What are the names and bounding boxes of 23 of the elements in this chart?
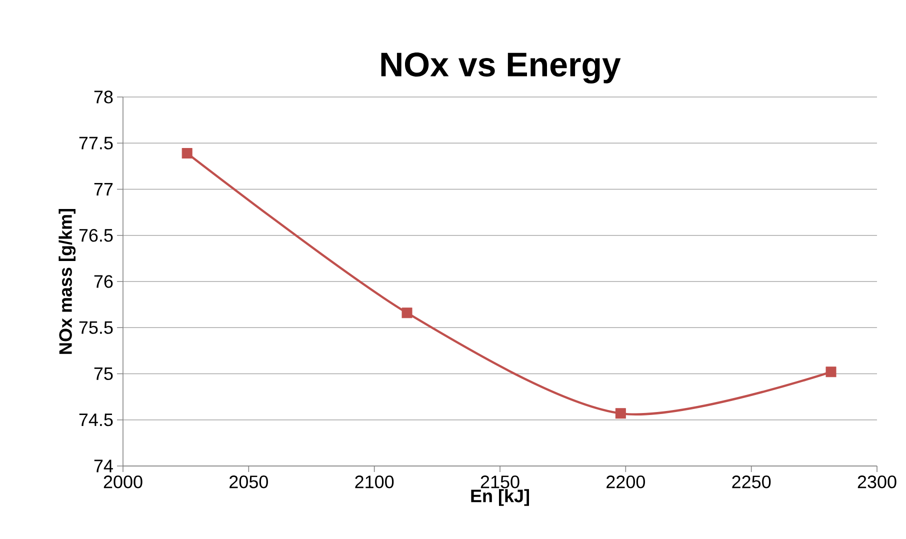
y-tick-label: 74.5: [79, 414, 113, 426]
y-tick-label: 76.5: [79, 228, 113, 242]
x-tick-label: 2000: [104, 476, 142, 488]
point: [402, 308, 412, 318]
x-tick-label: 2100: [355, 476, 394, 488]
y-tick-label: 77.5: [79, 136, 113, 150]
x-tick-label: 2250: [732, 476, 771, 488]
point: [615, 408, 626, 419]
y-tick-label: 78: [94, 90, 113, 104]
chart-title: NOx vs Energy: [381, 52, 621, 84]
x-axis-title: En [kJ]: [471, 489, 529, 506]
y-tick-label: 74: [94, 460, 113, 472]
point: [826, 366, 836, 378]
y-tick-label: 77: [94, 183, 113, 196]
point: [182, 148, 192, 159]
y-tick-label: 75.5: [79, 321, 113, 334]
x-tick-label: 2150: [480, 476, 520, 488]
x-tick-label: 2200: [606, 476, 645, 488]
x-tick-label: 2050: [230, 476, 268, 488]
y-tick-label: 75: [94, 367, 113, 380]
x-tick-label: 2300: [858, 476, 896, 488]
y-axis-title: NOx mass [g/km]: [58, 209, 76, 354]
y-tick-label: 76: [94, 275, 113, 288]
